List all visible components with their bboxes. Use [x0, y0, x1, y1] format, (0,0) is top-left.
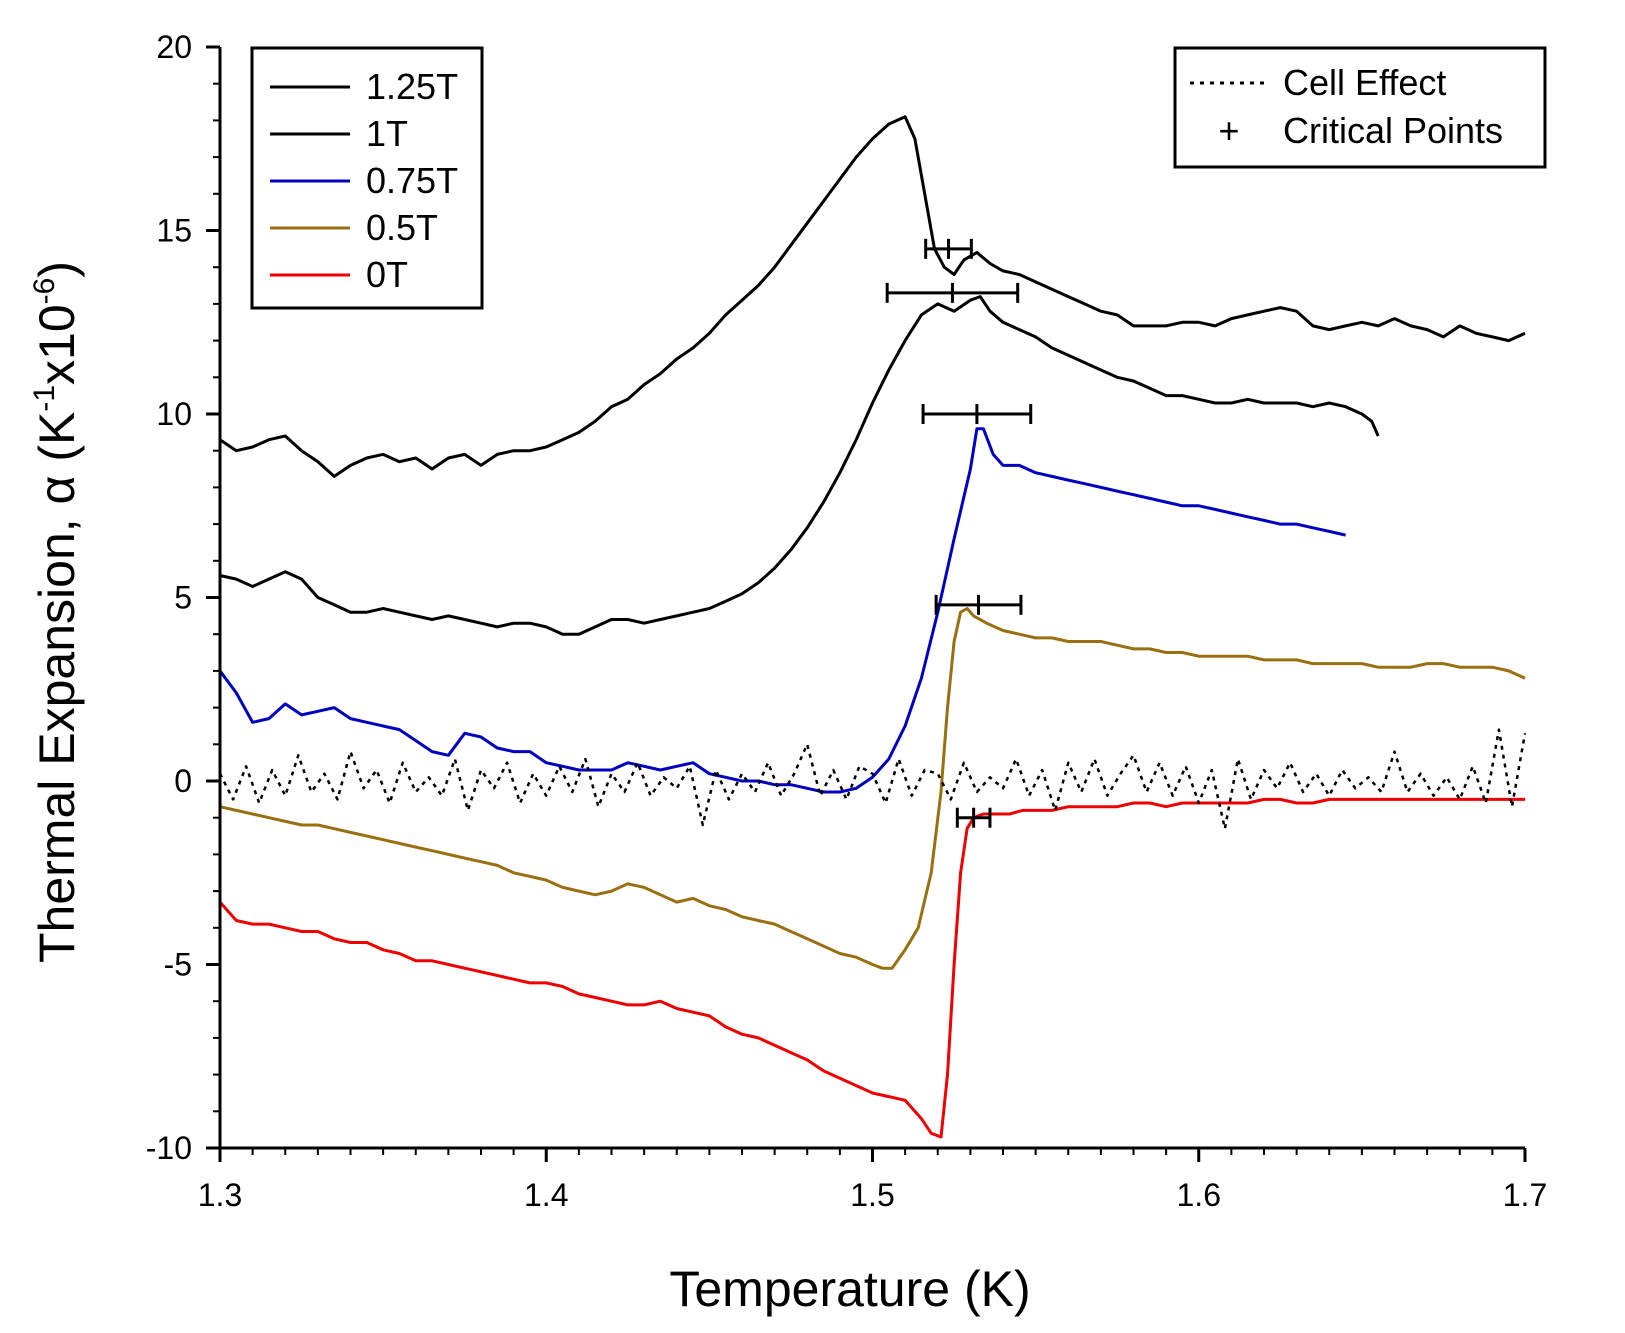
y-axis-title-exp1: -1	[28, 385, 61, 412]
y-axis-title-exp2: -6	[28, 278, 61, 305]
series-line-0-75t	[218, 427, 1346, 794]
series-line-1t	[219, 295, 1380, 636]
y-axis-title-mid: x10	[29, 304, 85, 385]
y-tick-label: 15	[156, 213, 192, 249]
legend-label-1p25t: 1.25T	[366, 66, 458, 107]
legend-fields-box	[250, 46, 484, 310]
y-tick-label: 5	[174, 580, 192, 616]
legend-markers-box	[1173, 46, 1547, 169]
x-tick-label: 1.3	[198, 1177, 242, 1213]
series-line-0t	[218, 797, 1525, 1139]
legend-label-1t: 1T	[366, 113, 408, 154]
legend-label-0p5t: 0.5T	[366, 207, 438, 248]
critical-points-layer	[885, 238, 1033, 828]
legend-label-0p75t: 0.75T	[366, 160, 458, 201]
y-tick-label: -5	[164, 947, 192, 983]
series-line-cell-effect	[218, 728, 1527, 830]
series-line-0-5t	[219, 607, 1526, 970]
y-tick-label: -10	[146, 1130, 192, 1166]
y-tick-label: 10	[156, 396, 192, 432]
legend-label-0t: 0T	[366, 254, 408, 295]
series-layer	[218, 115, 1527, 1139]
legend-label-critical-points: Critical Points	[1283, 110, 1503, 151]
critical-point	[934, 594, 1023, 615]
y-tick-label: 20	[156, 29, 192, 65]
x-tick-label: 1.6	[1177, 1177, 1221, 1213]
critical-point	[885, 282, 1020, 303]
legend-fields: 1.25T 1T 0.75T 0.5T 0T	[250, 46, 484, 310]
x-ticks: 1.3 1.4 1.5 1.6 1.7	[198, 1148, 1547, 1213]
y-tick-label: 0	[174, 763, 192, 799]
x-tick-label: 1.7	[1503, 1177, 1547, 1213]
y-axis-title-suffix: )	[29, 261, 85, 278]
x-tick-label: 1.4	[524, 1177, 568, 1213]
y-axis-title-prefix: Thermal Expansion, α (K	[29, 412, 85, 963]
critical-point	[955, 807, 992, 828]
x-axis-title: Temperature (K)	[669, 1261, 1030, 1317]
critical-point	[924, 238, 973, 259]
x-tick-label: 1.5	[850, 1177, 894, 1213]
critical-point	[921, 404, 1033, 424]
legend-label-cell-effect: Cell Effect	[1283, 62, 1446, 103]
y-ticks: -10 -5 0 5 10 15 20	[146, 29, 220, 1166]
legend-plus-icon: +	[1218, 110, 1239, 151]
series-line-1-25t	[219, 115, 1526, 478]
legend-markers: Cell Effect + Critical Points	[1173, 46, 1547, 169]
y-axis-title: Thermal Expansion, α (K-1x10-6)	[28, 261, 85, 963]
